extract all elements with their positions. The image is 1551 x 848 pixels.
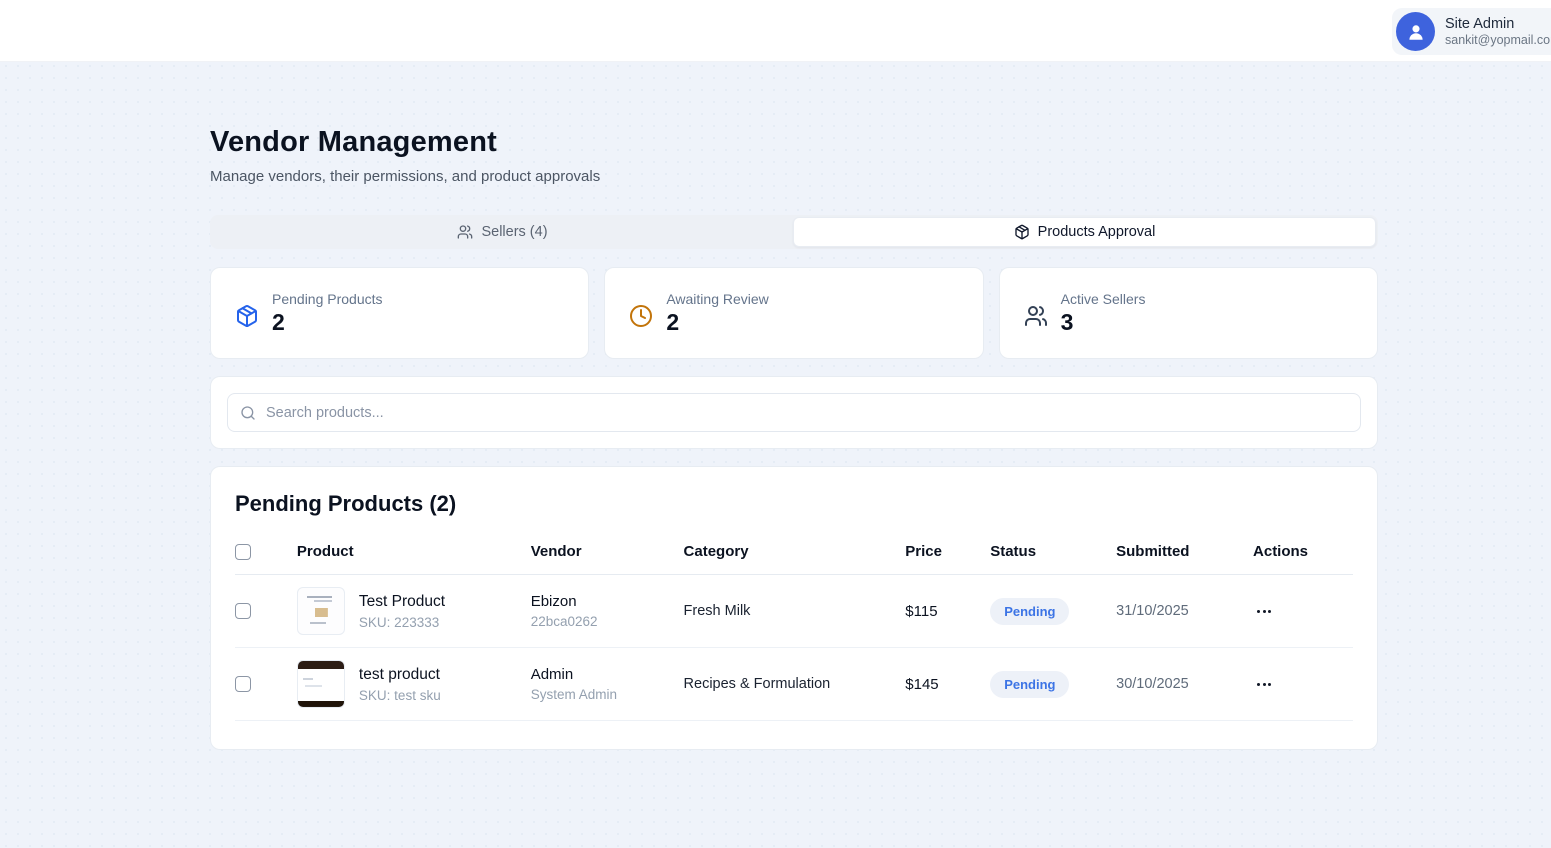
stat-card-awaiting-review: Awaiting Review 2 (604, 267, 984, 359)
page-subtitle: Manage vendors, their permissions, and p… (210, 168, 601, 185)
table-header-row: Product Vendor Category Price Status Sub… (235, 531, 1353, 575)
users-icon (1024, 304, 1048, 328)
search-card (210, 376, 1378, 449)
more-actions-button[interactable] (1253, 604, 1275, 619)
search-input[interactable] (227, 393, 1361, 432)
tab-products-approval[interactable]: Products Approval (793, 217, 1376, 247)
product-name: Test Product (358, 592, 446, 610)
column-header-price: Price (905, 531, 991, 575)
submitted-cell: 30/10/2025 (1116, 647, 1254, 721)
pending-products-table: Product Vendor Category Price Status Sub… (235, 531, 1353, 721)
status-badge: Pending (990, 597, 1070, 625)
package-icon (1014, 224, 1029, 240)
stat-cards: Pending Products 2 Awaiting Review 2 (210, 267, 1378, 359)
product-name: test product (358, 665, 440, 683)
table-row: test product SKU: test sku Admin System … (235, 647, 1353, 721)
avatar (1396, 12, 1435, 51)
vendor-name: Admin (530, 666, 574, 683)
category-cell: Fresh Milk (683, 574, 906, 648)
status-badge: Pending (990, 670, 1070, 698)
table-row: Test Product SKU: 223333 Ebizon 22bca026… (235, 574, 1353, 648)
column-header-actions: Actions (1253, 531, 1353, 575)
product-sku: SKU: 223333 (358, 614, 440, 630)
users-icon (458, 225, 473, 239)
vendor-name: Ebizon (530, 593, 577, 610)
clock-icon (629, 304, 653, 328)
price-cell: $115 (905, 574, 991, 648)
row-checkbox[interactable] (235, 603, 251, 619)
column-header-product: Product (296, 531, 531, 575)
row-checkbox[interactable] (235, 676, 251, 692)
user-name: Site Admin (1445, 15, 1515, 32)
category-cell: Recipes & Formulation (683, 647, 906, 721)
table-title: Pending Products (2) (235, 491, 457, 516)
stat-label: Pending Products (272, 290, 383, 307)
pending-products-card: Pending Products (2) Product Vendor Cate… (210, 466, 1378, 750)
main-content: Vendor Management Manage vendors, their … (210, 62, 1378, 750)
vendor-subtext: System Admin (530, 687, 617, 702)
stat-value: 2 (666, 308, 680, 335)
tab-label: Products Approval (1037, 224, 1156, 240)
price-cell: $145 (905, 647, 991, 721)
column-header-status: Status (990, 531, 1117, 575)
stat-card-active-sellers: Active Sellers 3 (998, 267, 1378, 359)
column-header-category: Category (683, 531, 906, 575)
stat-card-pending-products: Pending Products 2 (210, 267, 590, 359)
topbar: Site Admin sankit@yopmail.com (0, 0, 1551, 62)
more-actions-button[interactable] (1253, 677, 1275, 692)
stat-value: 3 (1060, 308, 1074, 335)
user-email: sankit@yopmail.com (1445, 32, 1551, 47)
page-title: Vendor Management (210, 126, 498, 158)
user-icon (1408, 24, 1423, 40)
column-header-vendor: Vendor (530, 531, 684, 575)
tab-label: Sellers (4) (481, 224, 548, 240)
stat-value: 2 (272, 308, 285, 335)
product-sku: SKU: test sku (358, 687, 441, 703)
submitted-cell: 31/10/2025 (1116, 574, 1254, 648)
tab-bar: Sellers (4) Products Approval (210, 215, 1378, 249)
stat-label: Active Sellers (1060, 290, 1146, 307)
user-menu[interactable]: Site Admin sankit@yopmail.com (1392, 8, 1551, 55)
search-icon (241, 405, 255, 420)
package-icon (235, 304, 259, 328)
select-all-checkbox[interactable] (235, 543, 251, 560)
vendor-subtext: 22bca0262 (530, 614, 598, 629)
stat-label: Awaiting Review (666, 290, 769, 307)
product-thumbnail (296, 660, 345, 708)
product-thumbnail (296, 587, 345, 635)
tab-sellers[interactable]: Sellers (4) (212, 217, 793, 247)
column-header-submitted: Submitted (1116, 531, 1254, 575)
